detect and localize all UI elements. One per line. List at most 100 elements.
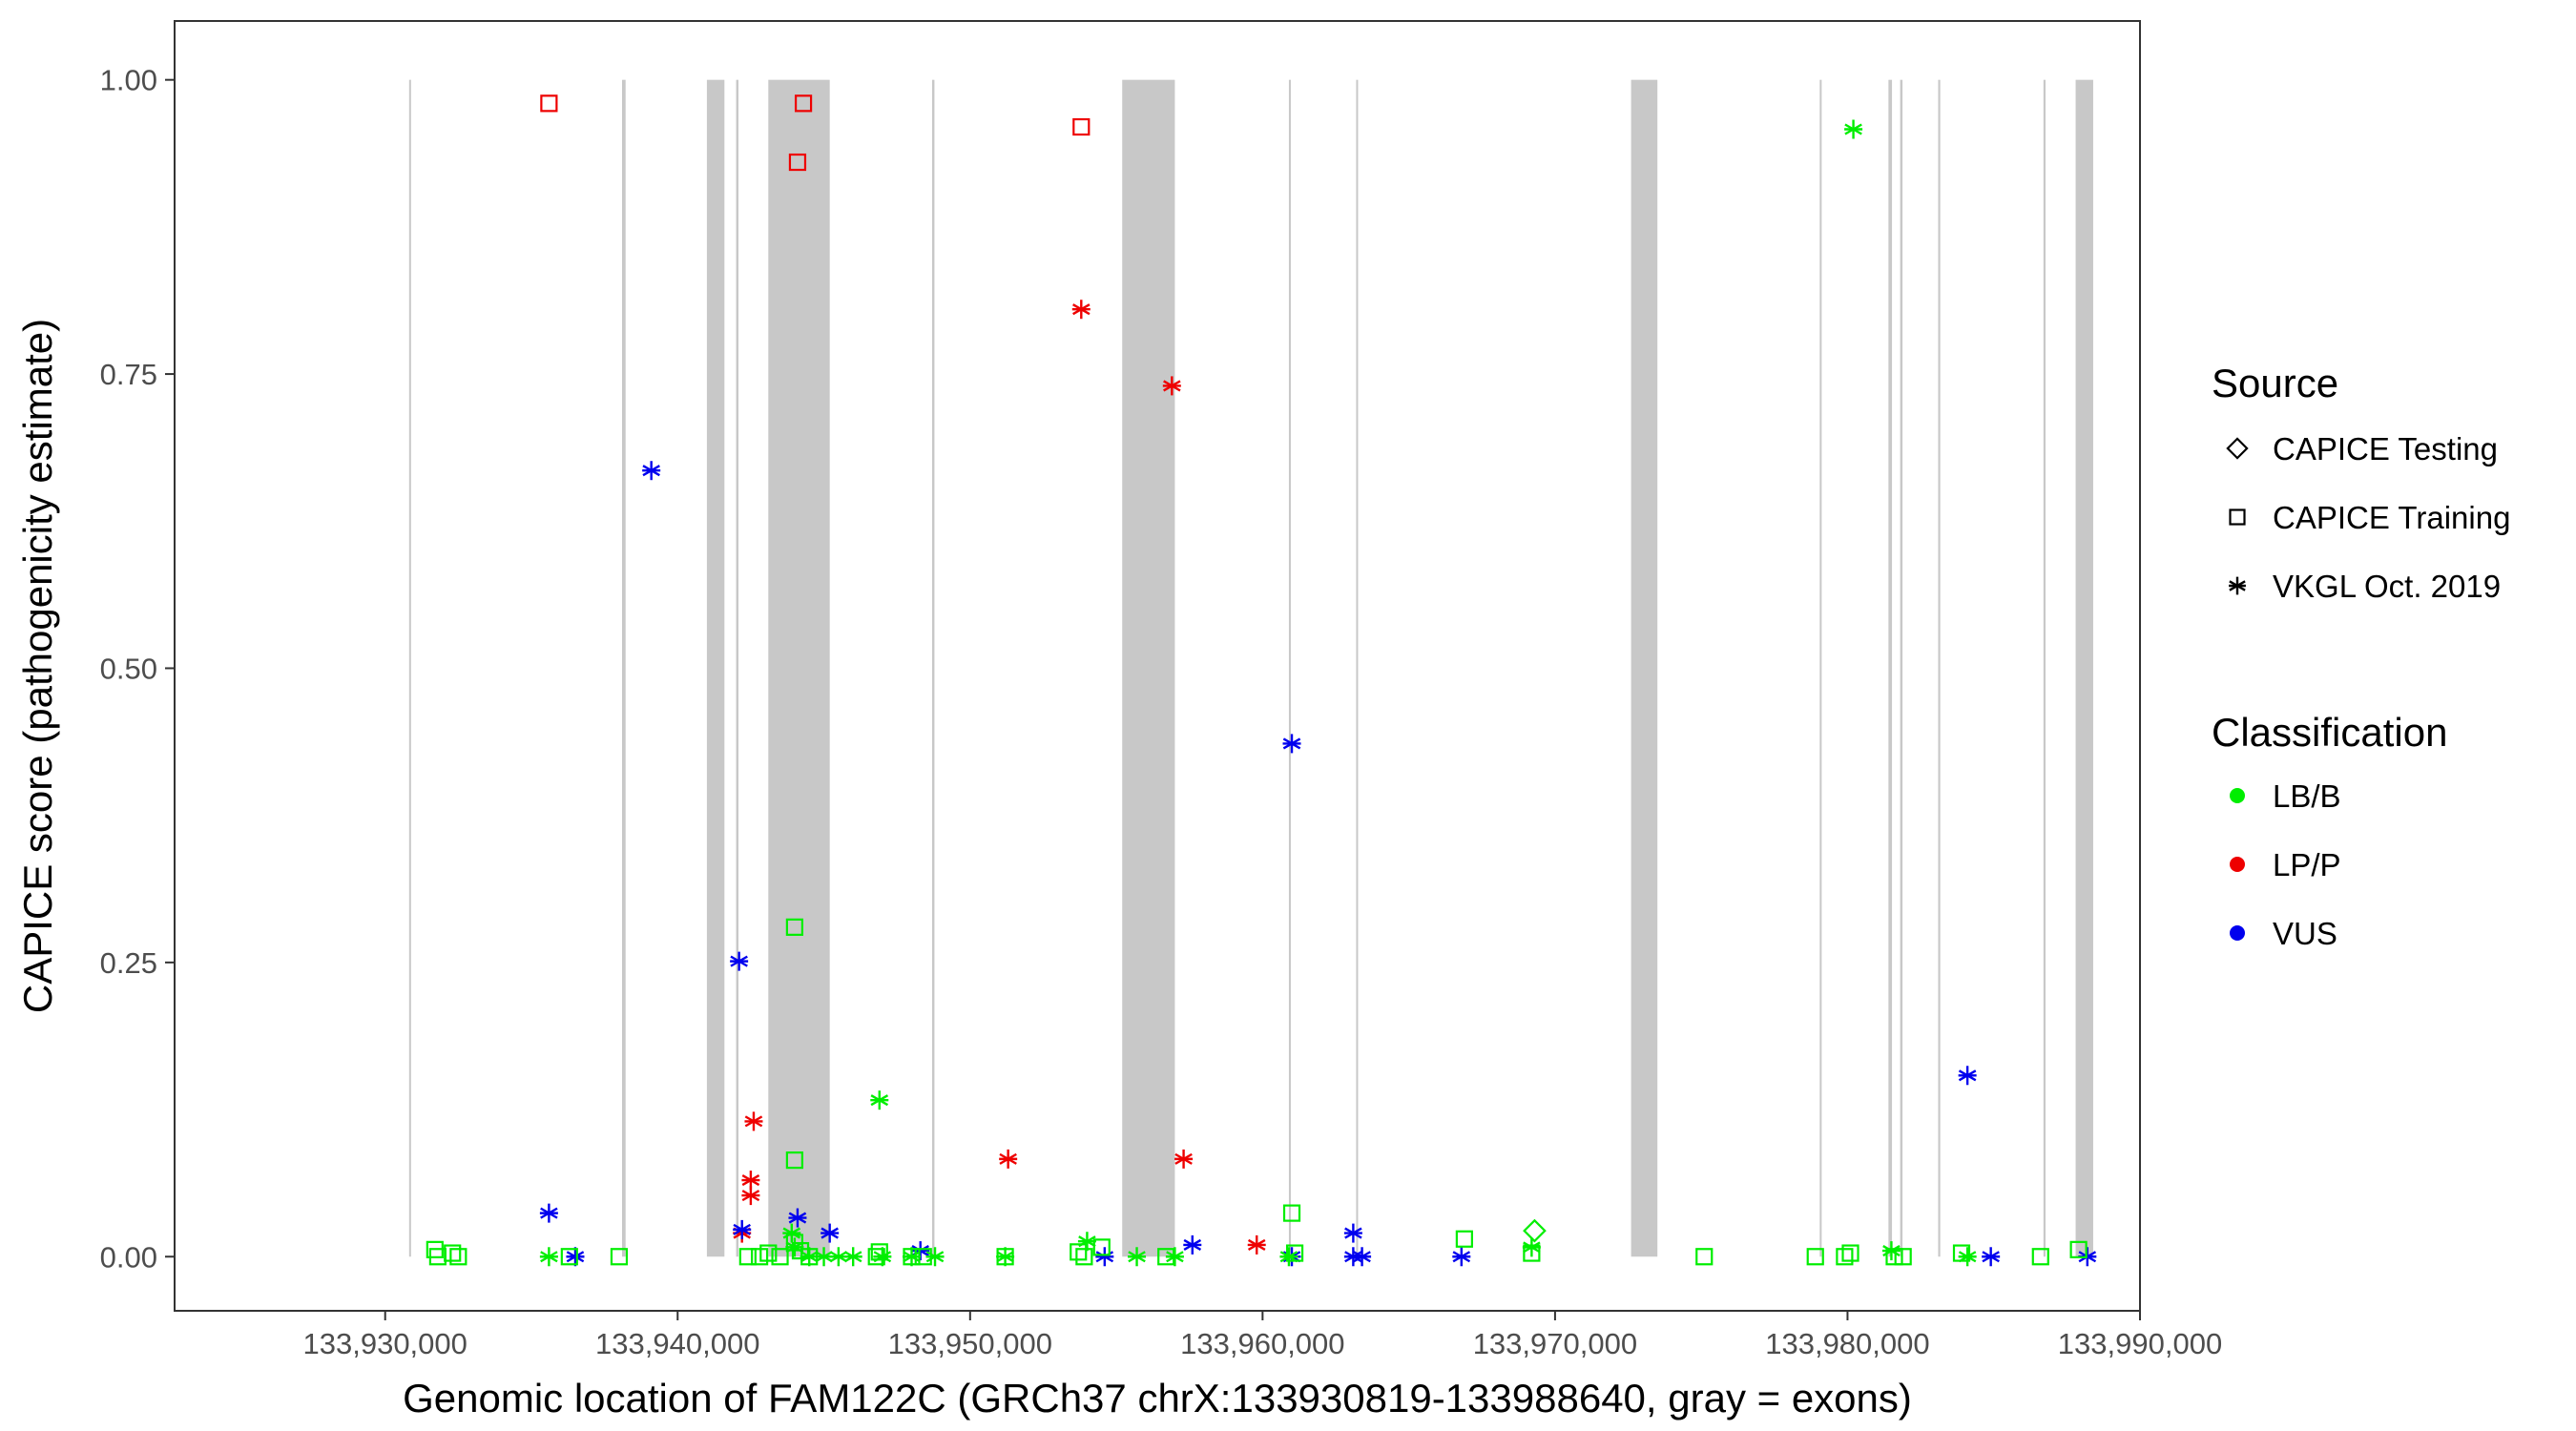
exon-band bbox=[736, 79, 739, 1257]
data-point bbox=[741, 1186, 760, 1206]
exon-band bbox=[1888, 79, 1893, 1257]
data-point bbox=[1282, 1204, 1301, 1222]
exon-band bbox=[1288, 79, 1291, 1257]
data-point bbox=[1982, 1247, 2001, 1267]
x-tick-label: 133,980,000 bbox=[1765, 1327, 1929, 1360]
data-point bbox=[1165, 1247, 1184, 1267]
data-point bbox=[539, 1203, 558, 1223]
data-point bbox=[870, 1243, 888, 1261]
data-point bbox=[738, 1248, 757, 1266]
y-tick-label: 1.00 bbox=[100, 64, 157, 97]
legend-source-entries: CAPICE Testing CAPICE Training VKGL Oct. 2… bbox=[2226, 431, 2510, 604]
exon-band bbox=[1631, 79, 1658, 1257]
y-axis-ticks: 0.00 0.25 0.50 0.75 1.00 bbox=[100, 64, 175, 1274]
data-point bbox=[449, 1248, 467, 1266]
exon-band bbox=[1938, 79, 1941, 1257]
data-points bbox=[426, 94, 2097, 1267]
data-point bbox=[1285, 1244, 1304, 1262]
data-point bbox=[560, 1248, 578, 1266]
x-tick-label: 133,940,000 bbox=[595, 1327, 759, 1360]
y-axis-title: CAPICE score (pathogenicity estimate) bbox=[15, 319, 60, 1013]
data-point bbox=[821, 1223, 840, 1243]
x-axis-title: Genomic location of FAM122C (GRCh37 chrX… bbox=[403, 1376, 1912, 1421]
data-point bbox=[1894, 1248, 1912, 1266]
data-point bbox=[2069, 1240, 2088, 1258]
data-point bbox=[1844, 119, 1863, 139]
data-point bbox=[1353, 1247, 1372, 1267]
data-point bbox=[540, 94, 558, 113]
data-point bbox=[1070, 1243, 1088, 1261]
data-point bbox=[744, 1111, 763, 1131]
legend-classification-label: VUS bbox=[2273, 916, 2337, 951]
data-point bbox=[1247, 1234, 1266, 1255]
data-point bbox=[800, 1247, 819, 1267]
legend-source-label: CAPICE Testing bbox=[2273, 431, 2498, 467]
data-point bbox=[1072, 117, 1091, 136]
data-point bbox=[785, 918, 803, 936]
exon-band bbox=[2043, 79, 2046, 1257]
data-point bbox=[1128, 1247, 1147, 1267]
data-point bbox=[1157, 1248, 1175, 1266]
x-tick-label: 133,950,000 bbox=[888, 1327, 1052, 1360]
y-tick-label: 0.75 bbox=[100, 358, 157, 391]
data-point bbox=[996, 1248, 1014, 1266]
data-point bbox=[2031, 1248, 2049, 1266]
data-point bbox=[788, 153, 807, 172]
data-point bbox=[999, 1149, 1018, 1169]
x-axis-ticks: 133,930,000 133,940,000 133,950,000 133,960… bbox=[303, 1311, 2222, 1360]
legend: Source CAPICE Testing CAPICE Training VKGL… bbox=[2212, 361, 2510, 951]
data-point bbox=[1958, 1066, 1977, 1086]
data-point bbox=[1841, 1244, 1859, 1262]
data-point bbox=[791, 1241, 810, 1260]
data-point bbox=[759, 1244, 778, 1262]
data-point bbox=[843, 1247, 862, 1267]
data-point bbox=[1522, 1237, 1541, 1257]
exon-bands bbox=[408, 79, 2093, 1257]
data-point bbox=[788, 1208, 807, 1228]
data-point bbox=[1343, 1223, 1362, 1243]
data-point bbox=[750, 1248, 769, 1266]
plot-panel-border bbox=[174, 20, 2141, 1312]
data-point bbox=[870, 1090, 889, 1110]
data-point bbox=[1523, 1218, 1547, 1243]
legend-key-dot bbox=[2230, 788, 2245, 803]
data-point bbox=[867, 1248, 885, 1266]
data-point bbox=[771, 1248, 789, 1266]
data-point bbox=[914, 1248, 932, 1266]
legend-classification-label: LB/B bbox=[2273, 778, 2341, 814]
x-tick-label: 133,960,000 bbox=[1180, 1327, 1344, 1360]
data-point bbox=[1836, 1248, 1854, 1266]
data-point bbox=[1174, 1149, 1194, 1169]
data-point bbox=[1162, 376, 1181, 396]
x-tick-label: 133,990,000 bbox=[2058, 1327, 2222, 1360]
exon-band bbox=[2075, 79, 2093, 1257]
data-point bbox=[1523, 1244, 1541, 1262]
data-point bbox=[733, 1219, 752, 1239]
legend-classification-label: LP/P bbox=[2273, 847, 2341, 882]
y-tick-label: 0.25 bbox=[100, 946, 157, 980]
legend-classification-entries: LB/B LP/P VUS bbox=[2230, 778, 2341, 951]
data-point bbox=[800, 1248, 819, 1266]
data-point bbox=[903, 1248, 921, 1266]
data-point bbox=[1885, 1248, 1903, 1266]
y-tick-label: 0.00 bbox=[100, 1240, 157, 1274]
data-point bbox=[1183, 1234, 1202, 1255]
data-point bbox=[642, 461, 661, 481]
exon-band bbox=[1900, 79, 1903, 1257]
data-point bbox=[444, 1244, 462, 1262]
y-tick-label: 0.50 bbox=[100, 652, 157, 685]
exon-band bbox=[1819, 79, 1822, 1257]
data-point bbox=[1806, 1248, 1824, 1266]
exon-band bbox=[706, 79, 725, 1257]
data-point bbox=[1452, 1247, 1471, 1267]
exon-band bbox=[622, 79, 626, 1257]
data-point bbox=[996, 1247, 1015, 1267]
x-tick-label: 133,970,000 bbox=[1473, 1327, 1637, 1360]
exon-band bbox=[1122, 79, 1175, 1257]
data-point bbox=[566, 1247, 585, 1267]
data-point bbox=[539, 1247, 558, 1267]
legend-classification-title: Classification bbox=[2212, 710, 2447, 755]
legend-source-label: VKGL Oct. 2019 bbox=[2273, 569, 2501, 604]
exon-band bbox=[1356, 79, 1359, 1257]
